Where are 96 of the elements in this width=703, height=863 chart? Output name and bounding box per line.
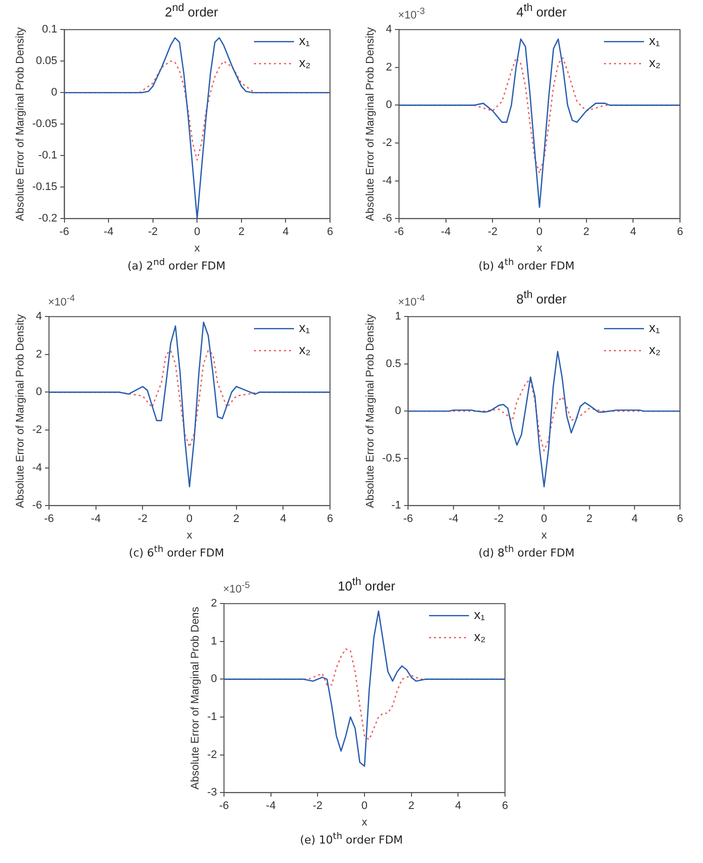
legend-label: x₁ bbox=[648, 33, 660, 48]
y-tick-label: 2 bbox=[35, 348, 42, 360]
text: (c) 6$^{th}$ order FDM bbox=[128, 544, 226, 560]
x-tick-label: 6 bbox=[326, 513, 333, 526]
y-tick-label: 0.05 bbox=[35, 55, 57, 68]
text: (a) 2$^{nd}$ order FDM bbox=[126, 257, 227, 273]
y-axis-title: Absolute Error of Marginal Prob Density bbox=[14, 26, 26, 222]
y-axis-title: Absolute Error of Marginal Prob Density bbox=[364, 26, 376, 222]
text: ×10$^{-4}$ bbox=[398, 293, 425, 309]
chart-title: 4$^{th}$ order bbox=[516, 2, 567, 20]
x-tick-label: 0 bbox=[360, 800, 368, 812]
text: (d) 8$^{th}$ order FDM bbox=[477, 544, 576, 560]
y-tick-label: -1 bbox=[206, 711, 216, 724]
x-axis-title: x bbox=[186, 529, 192, 542]
x-tick-label: 0 bbox=[186, 513, 192, 526]
text: ×10$^{-4}$ bbox=[48, 293, 75, 309]
y-tick-label: -4 bbox=[32, 462, 42, 474]
x-tick-label: 2 bbox=[232, 513, 239, 526]
y-tick-label: -2 bbox=[206, 748, 216, 761]
x-tick-label: 4 bbox=[631, 513, 638, 526]
x-tick-label: -2 bbox=[493, 513, 504, 526]
y-tick-label: 0.1 bbox=[41, 24, 57, 36]
x-tick-label: -2 bbox=[312, 800, 322, 812]
legend-label: x₂ bbox=[298, 342, 310, 358]
legend-label: x₂ bbox=[648, 55, 660, 70]
x-tick-label: -2 bbox=[137, 513, 148, 526]
x-axis-title: x bbox=[540, 529, 547, 542]
y-tick-label: -0.15 bbox=[32, 181, 57, 194]
x-tick-label: 4 bbox=[280, 513, 286, 526]
y-tick-label: -6 bbox=[382, 212, 392, 225]
x-tick-label: 6 bbox=[676, 226, 683, 238]
legend-label: x₁ bbox=[298, 320, 310, 336]
y-tick-label: 0 bbox=[394, 405, 401, 418]
x-tick-label: -4 bbox=[90, 513, 100, 526]
x-tick-label: 6 bbox=[326, 226, 333, 238]
y-tick-label: -4 bbox=[382, 174, 392, 187]
y-tick-label: 0 bbox=[210, 673, 216, 686]
x-tick-label: 4 bbox=[454, 800, 461, 812]
x-tick-label: 0 bbox=[194, 226, 200, 238]
y-tick-label: 0 bbox=[35, 386, 42, 398]
chart-title: 8$^{th}$ order bbox=[516, 289, 567, 306]
text: ×10$^{-3}$ bbox=[398, 6, 425, 22]
y-tick-label: -0.1 bbox=[38, 150, 57, 162]
x-tick-label: -2 bbox=[487, 226, 498, 238]
x-tick-label: -2 bbox=[147, 226, 158, 238]
x-tick-label: -4 bbox=[448, 513, 458, 526]
x-tick-label: 0 bbox=[540, 513, 547, 526]
y-tick-label: 4 bbox=[385, 24, 392, 36]
y-axis-title: Absolute Error of Marginal Prob Density bbox=[364, 314, 376, 508]
y-tick-label: 0.5 bbox=[385, 358, 401, 370]
y-axis-title: Absolute Error of Marginal Prob Dens bbox=[189, 606, 202, 790]
legend-label: x₁ bbox=[648, 320, 660, 336]
x-tick-label: 6 bbox=[676, 513, 683, 526]
chart-title: 2$^{nd}$ order bbox=[164, 2, 220, 20]
x-tick-label: -4 bbox=[265, 800, 276, 812]
x-axis-title: x bbox=[361, 816, 368, 828]
y-tick-label: -0.5 bbox=[382, 452, 401, 464]
legend-label: x₂ bbox=[648, 342, 660, 358]
y-tick-label: 1 bbox=[394, 310, 401, 323]
y-tick-label: 0 bbox=[50, 86, 57, 99]
x-tick-label: -6 bbox=[58, 226, 69, 238]
x-tick-label: 0 bbox=[536, 226, 542, 238]
legend-label: x₁ bbox=[474, 607, 485, 622]
x-tick-label: -4 bbox=[103, 226, 113, 238]
y-tick-label: -0.05 bbox=[32, 118, 57, 130]
x-tick-label: 2 bbox=[408, 800, 414, 812]
y-tick-label: -6 bbox=[32, 500, 42, 512]
x-axis-title: x bbox=[194, 242, 200, 254]
legend-label: x₂ bbox=[474, 629, 486, 644]
x-tick-label: 2 bbox=[586, 513, 592, 526]
text: ×10$^{-5}$ bbox=[223, 580, 250, 596]
y-axis-title: Absolute Error of Marginal Prob Density bbox=[14, 314, 26, 508]
y-tick-label: 2 bbox=[210, 598, 216, 610]
y-tick-label: 2 bbox=[385, 61, 392, 74]
x-tick-label: -6 bbox=[218, 800, 228, 812]
y-tick-label: 4 bbox=[35, 310, 42, 323]
legend-label: x₁ bbox=[298, 33, 310, 48]
y-tick-label: -1 bbox=[390, 500, 401, 512]
x-tick-label: 6 bbox=[501, 800, 508, 812]
y-tick-label: -2 bbox=[32, 424, 42, 436]
y-tick-label: -2 bbox=[382, 137, 392, 150]
y-tick-label: 0 bbox=[385, 99, 392, 112]
chart-title: 10$^{th}$ order bbox=[338, 576, 396, 594]
y-tick-label: -3 bbox=[206, 786, 216, 799]
x-tick-label: -6 bbox=[402, 513, 413, 526]
x-tick-label: 4 bbox=[282, 226, 288, 238]
x-tick-label: 2 bbox=[582, 226, 589, 238]
x-tick-label: 4 bbox=[630, 226, 636, 238]
text: (e) 10$^{th}$ order FDM bbox=[299, 831, 404, 847]
legend-label: x₂ bbox=[298, 55, 310, 70]
y-tick-label: 1 bbox=[210, 635, 216, 648]
x-tick-label: 2 bbox=[238, 226, 244, 238]
x-tick-label: -4 bbox=[440, 226, 450, 238]
text: (b) 4$^{th}$ order FDM bbox=[477, 257, 576, 273]
x-axis-title: x bbox=[536, 242, 542, 254]
y-tick-label: -0.2 bbox=[38, 212, 57, 225]
